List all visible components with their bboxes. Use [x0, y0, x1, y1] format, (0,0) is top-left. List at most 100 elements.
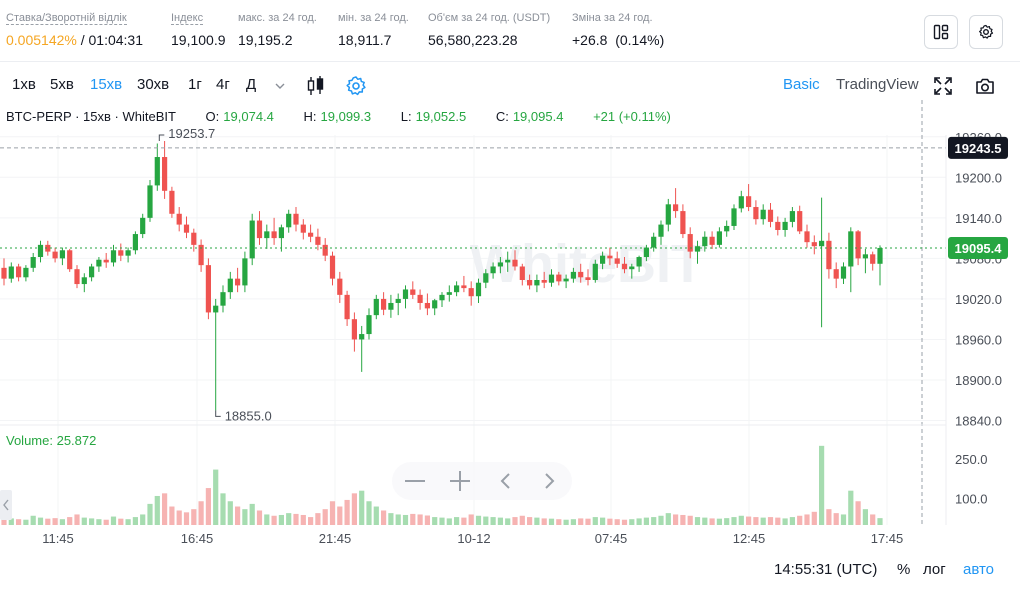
candle-body	[746, 196, 752, 208]
volume-bar	[833, 513, 839, 525]
market-stats-bar: Ставка/Зворотній відлік 0.005142% / 01:0…	[0, 0, 1020, 62]
volume-bar	[359, 490, 365, 525]
scroll-left-icon[interactable]	[500, 473, 510, 489]
volume-bar	[687, 515, 693, 525]
timeframe-1m[interactable]: 1хв	[12, 76, 36, 93]
gear-icon	[979, 24, 994, 39]
scroll-right-icon[interactable]	[545, 473, 555, 489]
change-value: +21 (+0.11%)	[593, 109, 671, 124]
chart-settings-icon[interactable]	[345, 75, 367, 97]
volume-bar	[8, 518, 14, 525]
view-tradingview-tab[interactable]: TradingView	[836, 76, 919, 93]
volume-bar	[74, 514, 80, 525]
timeframe-4h[interactable]: 4г	[216, 76, 230, 93]
open-value: 19,074.4	[223, 109, 274, 124]
candle-body	[300, 224, 306, 233]
candle-body	[220, 292, 226, 306]
volume-bar	[709, 518, 715, 525]
volume-bar	[804, 514, 810, 525]
candle-body	[162, 157, 168, 191]
candle-body	[490, 266, 496, 274]
low24-value: 18,911.7	[338, 32, 392, 48]
utc-clock[interactable]: 14:55:31 (UTC)	[774, 561, 878, 578]
volume-bar	[293, 513, 299, 525]
candle-body	[23, 267, 29, 278]
volume-bar	[227, 501, 233, 525]
chevron-down-icon[interactable]	[274, 80, 286, 92]
volume-bar	[629, 519, 635, 525]
layout-button[interactable]	[924, 15, 958, 49]
timeframe-15m[interactable]: 15хв	[90, 76, 123, 93]
candle-body	[694, 246, 701, 252]
candle-body	[833, 269, 839, 279]
candle-body	[344, 294, 350, 320]
funding-label: Ставка/Зворотній відлік	[6, 12, 127, 25]
fullscreen-icon[interactable]	[933, 76, 953, 96]
timeframe-5m[interactable]: 5хв	[50, 76, 74, 93]
log-scale-toggle[interactable]: лог	[923, 561, 946, 578]
volume-bar	[89, 518, 95, 525]
volume-bar	[52, 518, 58, 525]
timeframe-1h[interactable]: 1г	[188, 76, 202, 93]
candle-body	[359, 334, 365, 340]
candle-body	[607, 255, 613, 259]
volume-bar	[775, 517, 781, 525]
candle-body	[680, 211, 686, 235]
chevron-left-icon	[3, 499, 9, 511]
volume-bar	[658, 515, 664, 525]
candle-body	[541, 280, 547, 283]
volume-bar	[753, 517, 759, 525]
volume-bar	[271, 515, 277, 525]
candle-body	[286, 213, 292, 228]
volume-bar	[373, 506, 379, 525]
view-basic-tab[interactable]: Basic	[783, 76, 820, 93]
candle-body	[797, 211, 803, 232]
candle-body	[461, 285, 467, 289]
time-tick-label: 21:45	[319, 531, 352, 546]
volume-bar	[59, 519, 65, 525]
volume-bar	[351, 493, 357, 525]
time-tick-label: 12:45	[733, 531, 766, 546]
candle-body	[30, 257, 36, 268]
candle-body	[483, 273, 489, 283]
high24-label: макс. за 24 год.	[238, 12, 317, 24]
volume-bar	[665, 513, 671, 525]
volume-bar	[278, 514, 284, 525]
candle-body	[782, 221, 788, 230]
camera-icon[interactable]	[975, 77, 995, 95]
volume-bar	[103, 519, 109, 525]
volume-bar	[811, 511, 817, 525]
volume-bar	[724, 518, 730, 525]
candle-body	[37, 244, 44, 258]
candle-body	[74, 269, 80, 285]
symbol-label: BTC-PERP · 15хв · WhiteBIT	[6, 109, 176, 124]
price-tick-label: 19140.0	[955, 211, 1002, 226]
volume-bar	[468, 514, 474, 525]
candle-body	[840, 266, 847, 279]
zoom-in-icon[interactable]	[450, 471, 470, 491]
candle-body	[96, 259, 102, 267]
candle-body	[789, 211, 795, 222]
volume-bar	[132, 517, 138, 525]
chart-footer: 14:55:31 (UTC) % лог авто	[0, 556, 1020, 586]
timeframe-1d[interactable]: Д	[246, 76, 257, 93]
volume-bar	[249, 503, 255, 525]
price-tick-label: 18960.0	[955, 332, 1002, 347]
candle-body	[410, 289, 416, 295]
volume-bar	[877, 518, 883, 525]
scroll-left-button[interactable]	[0, 490, 12, 520]
timeframe-30m[interactable]: 30хв	[137, 76, 170, 93]
candle-body	[578, 271, 584, 278]
settings-button[interactable]	[969, 15, 1003, 49]
candle-body	[548, 274, 555, 283]
volume24-stat: Об'єм за 24 год. (USDT) 56,580,223.28	[428, 12, 550, 48]
auto-scale-toggle[interactable]: авто	[963, 561, 995, 578]
zoom-controls	[392, 462, 572, 500]
percent-scale-toggle[interactable]: %	[897, 561, 911, 578]
candle-body	[67, 250, 73, 270]
chart-toolbar: 1хв 5хв 15хв 30хв 1г 4г Д Basic TradingV…	[0, 70, 1020, 102]
candle-body	[235, 278, 241, 286]
candle-body	[534, 280, 540, 286]
candles-type-icon[interactable]	[306, 75, 326, 97]
